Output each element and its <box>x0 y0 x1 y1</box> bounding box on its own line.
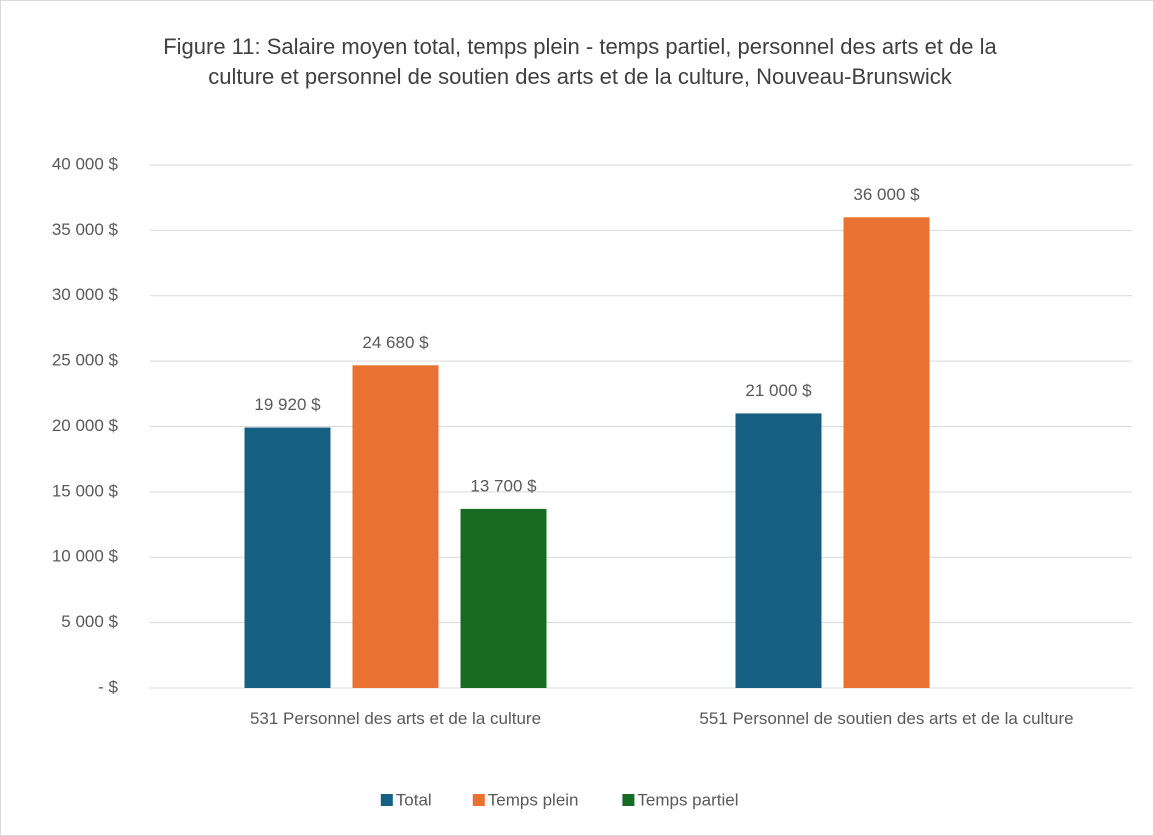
bar <box>843 217 930 689</box>
y-tick-label: 20 000 $ <box>52 416 119 435</box>
x-tick-label: 551 Personnel de soutien des arts et de … <box>699 709 1074 728</box>
legend-label: Total <box>396 790 432 809</box>
y-tick-label: - $ <box>98 677 118 696</box>
data-label: 24 680 $ <box>362 333 429 352</box>
y-tick-label: 40 000 $ <box>52 154 119 173</box>
y-tick-label: 5 000 $ <box>61 612 118 631</box>
data-label: 21 000 $ <box>745 381 812 400</box>
bar <box>460 508 547 688</box>
legend-swatch <box>622 794 635 806</box>
legend-swatch <box>472 794 485 806</box>
data-label: 13 700 $ <box>470 476 537 495</box>
legend-label: Temps plein <box>488 790 579 809</box>
data-label: 36 000 $ <box>853 185 920 204</box>
y-tick-label: 25 000 $ <box>52 351 119 370</box>
bar <box>352 365 439 688</box>
legend-swatch <box>380 794 393 806</box>
legend-label: Temps partiel <box>637 790 738 809</box>
y-tick-label: 30 000 $ <box>52 285 119 304</box>
data-label: 19 920 $ <box>254 395 321 414</box>
y-tick-label: 15 000 $ <box>52 481 119 500</box>
bar <box>244 427 331 688</box>
y-tick-label: 10 000 $ <box>52 547 119 566</box>
x-tick-label: 531 Personnel des arts et de la culture <box>249 709 542 728</box>
y-tick-label: 35 000 $ <box>52 220 119 239</box>
bar <box>735 413 822 688</box>
chart-title: Figure 11: Salaire moyen total, temps pl… <box>163 34 997 89</box>
